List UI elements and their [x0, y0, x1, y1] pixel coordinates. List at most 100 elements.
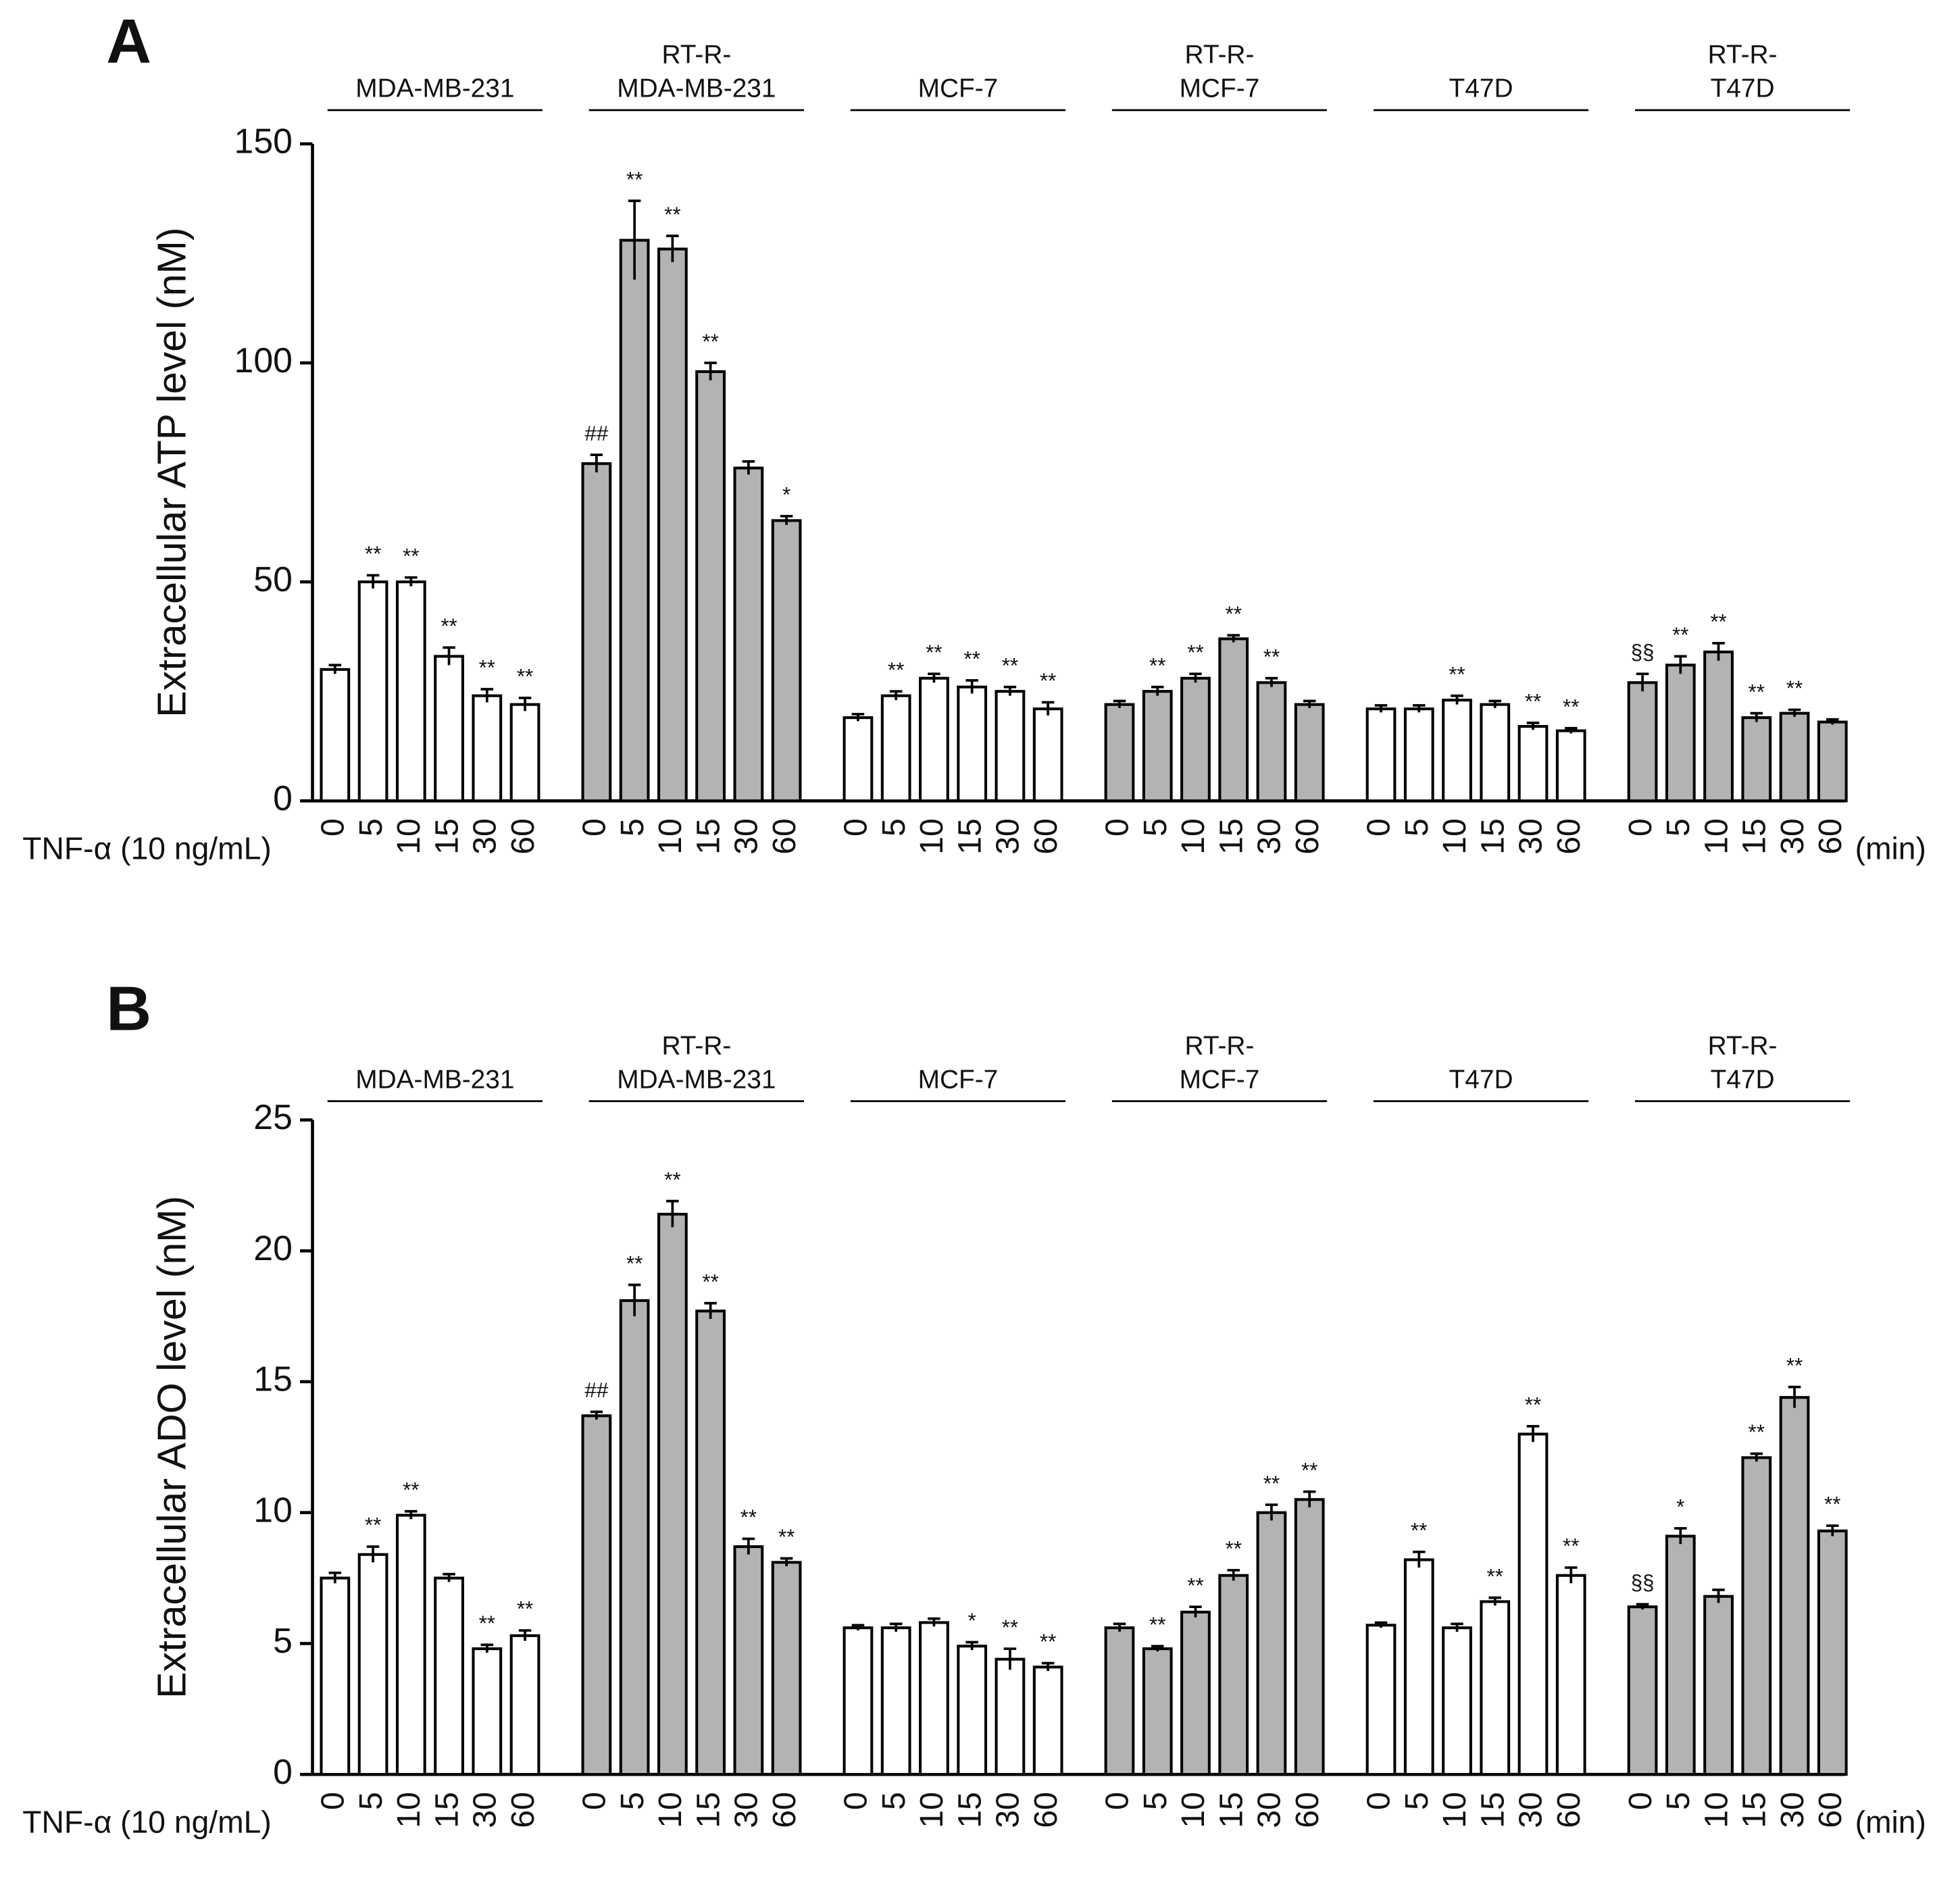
error-bar — [1826, 1524, 1839, 1536]
x-tick-label: 60 — [1028, 1792, 1064, 1828]
x-tick-label: 0 — [315, 818, 351, 836]
x-prefix: TNF-α (10 ng/mL) — [22, 1804, 271, 1839]
error-bar — [1564, 1566, 1578, 1584]
x-tick-label: 0 — [1099, 818, 1136, 836]
error-bar — [666, 234, 679, 262]
x-tick-label: 5 — [614, 1792, 651, 1810]
bar — [1480, 1600, 1511, 1776]
significance-label: ** — [740, 1505, 757, 1529]
significance-label: ** — [1710, 610, 1726, 634]
x-tick-label: 5 — [353, 1792, 389, 1810]
significance-label: §§ — [1631, 1571, 1655, 1595]
error-bar — [328, 664, 342, 674]
error-bar — [366, 1545, 380, 1563]
group-name: RT-R- — [1185, 41, 1255, 70]
bar — [995, 1657, 1026, 1776]
error-bar — [666, 1199, 679, 1228]
x-tick-label: 10 — [652, 1792, 688, 1828]
significance-label: ** — [1149, 1613, 1165, 1636]
x-tick-label: 0 — [838, 1792, 874, 1810]
bar — [320, 668, 351, 803]
bar — [320, 1576, 351, 1776]
significance-label: ** — [702, 330, 718, 353]
bar — [1104, 703, 1135, 803]
x-tick-label: 30 — [1774, 1792, 1811, 1828]
bar — [1779, 711, 1810, 803]
error-bar — [1303, 1490, 1316, 1507]
significance-label: §§ — [1631, 641, 1655, 664]
significance-label: ** — [664, 203, 680, 226]
error-bar — [742, 1537, 755, 1555]
bar — [1032, 1666, 1063, 1776]
x-tick-label: 60 — [766, 818, 803, 855]
x-tick-label: 15 — [428, 1792, 465, 1828]
error-bar — [1564, 726, 1578, 734]
bar — [1741, 1456, 1772, 1776]
bar — [1627, 1605, 1658, 1776]
error-bar — [1374, 1621, 1388, 1628]
significance-label: * — [1676, 1495, 1684, 1519]
panel-label: A — [106, 6, 151, 76]
error-bar — [1488, 1596, 1502, 1606]
error-bar — [1636, 1603, 1649, 1610]
error-bar — [1227, 1569, 1240, 1581]
x-tick-label: 5 — [1660, 818, 1697, 836]
error-bar — [328, 1571, 342, 1584]
x-tick-label: 10 — [391, 818, 427, 855]
y-tick-label: 10 — [253, 1490, 293, 1529]
error-bar — [965, 679, 978, 694]
error-bar — [1413, 1550, 1426, 1568]
significance-label: ** — [1149, 653, 1165, 677]
bar — [995, 690, 1026, 803]
bar — [957, 685, 988, 803]
group-name: MDA-MB-231 — [617, 1065, 776, 1094]
x-tick-label: 30 — [1774, 818, 1811, 855]
significance-label: ** — [1525, 690, 1541, 714]
error-bar — [628, 199, 641, 280]
bar — [1256, 1511, 1287, 1776]
error-bar — [443, 646, 455, 666]
x-tick-label: 60 — [766, 1792, 803, 1828]
x-tick-label: 5 — [1137, 818, 1174, 836]
error-bar — [1151, 685, 1164, 696]
error-bar — [1750, 711, 1763, 722]
group-name: RT-R- — [1708, 1031, 1778, 1060]
error-bar — [851, 713, 865, 722]
group-name: MCF-7 — [1180, 1065, 1260, 1094]
error-bar — [1674, 655, 1687, 674]
group-name: RT-R- — [661, 1031, 731, 1060]
significance-label: ** — [1002, 653, 1018, 677]
panel-label: B — [106, 974, 151, 1044]
significance-label: * — [782, 483, 790, 507]
error-bar — [1526, 1424, 1540, 1443]
bar — [1442, 699, 1472, 803]
error-bar — [1189, 1605, 1202, 1618]
x-tick-label: 5 — [1399, 818, 1435, 836]
bar — [581, 462, 612, 803]
bar — [1104, 1626, 1135, 1776]
bar — [880, 1626, 911, 1776]
error-bar — [928, 1617, 940, 1627]
y-tick-label: 0 — [273, 778, 293, 818]
error-bar — [851, 1624, 865, 1631]
error-bar — [1788, 1385, 1801, 1408]
significance-label: ** — [1449, 662, 1465, 686]
y-tick-label: 0 — [273, 1752, 293, 1791]
significance-label: ** — [1786, 676, 1803, 700]
x-tick-label: 60 — [1812, 818, 1849, 855]
x-tick-label: 0 — [1622, 818, 1659, 836]
significance-label: ** — [888, 658, 904, 682]
group-name: T47D — [1449, 74, 1513, 103]
x-tick-label: 15 — [1736, 818, 1773, 855]
x-tick-label: 5 — [1137, 1792, 1174, 1810]
significance-label: ** — [626, 1251, 643, 1275]
group-name: RT-R- — [1185, 1031, 1255, 1060]
x-tick-label: 5 — [353, 818, 389, 836]
x-tick-label: 10 — [1175, 1792, 1211, 1828]
error-bar — [1113, 1622, 1126, 1632]
significance-label: ** — [479, 1611, 495, 1635]
error-bar — [1451, 1622, 1463, 1632]
significance-label: ** — [517, 665, 533, 689]
y-tick-label: 15 — [253, 1359, 293, 1399]
